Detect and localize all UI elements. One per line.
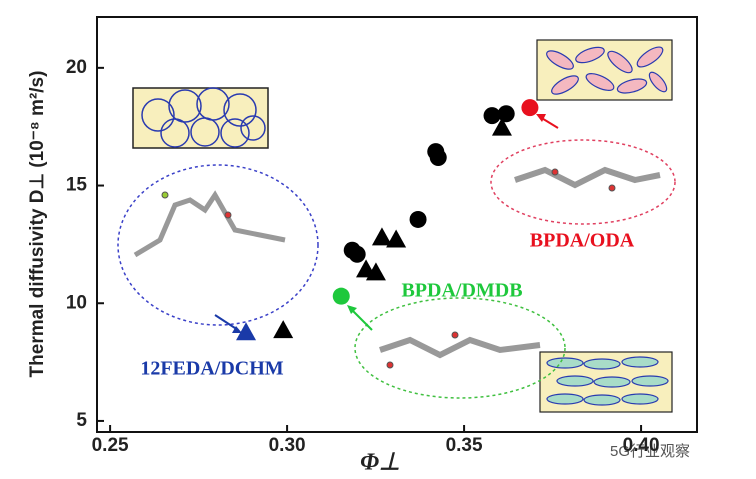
- y-tick-label: 20: [66, 57, 87, 78]
- arrow: [214, 114, 559, 333]
- x-axis-label: Φ⊥: [360, 450, 400, 476]
- point: [236, 322, 257, 341]
- series-label: BPDA/DMDB: [401, 280, 522, 302]
- point: [483, 107, 501, 125]
- point: [273, 320, 294, 339]
- point: [409, 210, 427, 228]
- y-tick-label: 10: [66, 292, 87, 313]
- chain-inset: [132, 87, 269, 149]
- molecule-bubble: [354, 297, 566, 399]
- series-label: 12FEDA/DCHM: [140, 358, 283, 380]
- x-tick-label: 0.40: [623, 435, 660, 456]
- molecule-bubble: [117, 164, 319, 326]
- y-tick-label: 15: [66, 175, 88, 196]
- point: [429, 149, 447, 167]
- molecule: [133, 166, 661, 369]
- point: [332, 287, 350, 305]
- watermark: 5G行业观察: [610, 442, 690, 460]
- point: [348, 245, 366, 263]
- y-tick-label: 5: [76, 410, 87, 431]
- point: [491, 117, 512, 136]
- point: [497, 105, 515, 123]
- x-tick-label: 0.30: [269, 435, 306, 456]
- series-label: BPDA/ODA: [530, 230, 635, 252]
- point: [386, 229, 407, 248]
- point: [365, 262, 386, 281]
- plot-frame: [96, 16, 698, 433]
- chain-inset: [536, 39, 673, 101]
- y-axis-label: Thermal diffusivity D⊥ (10⁻⁸ m²/s): [27, 71, 48, 378]
- chain-inset: [539, 351, 673, 413]
- point: [371, 227, 392, 246]
- molecule-bubble: [490, 139, 676, 225]
- point: [521, 99, 539, 117]
- x-tick-label: 0.25: [92, 435, 129, 456]
- x-tick-label: 0.35: [446, 435, 483, 456]
